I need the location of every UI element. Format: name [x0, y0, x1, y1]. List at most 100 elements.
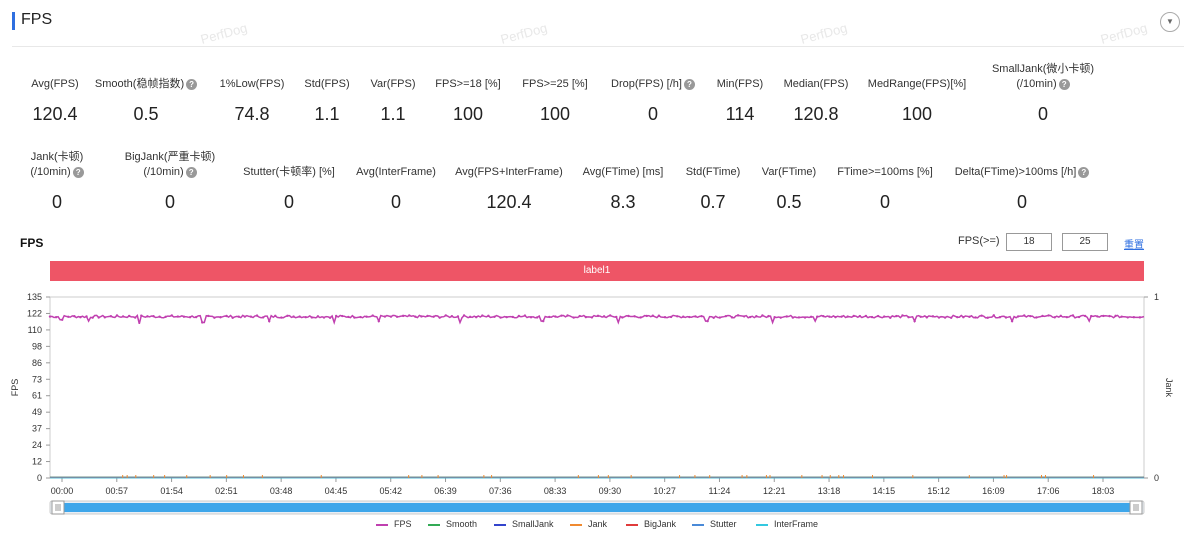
fps-threshold-label: FPS(>=)	[958, 235, 1000, 247]
fps-point	[791, 316, 795, 319]
fps-point	[1023, 314, 1026, 317]
fps-point	[584, 315, 588, 319]
fps-point	[298, 315, 301, 318]
metric-row1-2: 1%Low(FPS) 74.8	[177, 77, 327, 125]
y-tick-label: 122	[27, 308, 42, 318]
x-tick-label: 05:42	[379, 486, 402, 496]
metric-label: FPS>=25 [%]	[522, 78, 588, 90]
fps-point	[773, 315, 776, 319]
fps-point	[158, 315, 161, 318]
legend-swatch	[494, 523, 506, 526]
help-icon[interactable]: ?	[185, 166, 197, 178]
fps-point	[755, 315, 758, 318]
metric-label-unit: (/10min)?	[968, 77, 1118, 92]
fps-point	[706, 319, 709, 323]
fps-point	[517, 314, 521, 318]
fps-point	[901, 314, 904, 317]
metric-value: 0.5	[776, 192, 802, 212]
fps-point	[1059, 314, 1062, 318]
fps-point	[840, 315, 843, 318]
y-tick-label: 73	[32, 374, 42, 384]
reset-link[interactable]: 重置	[1124, 240, 1144, 251]
fps-point	[207, 314, 210, 318]
metric-row1-6: FPS>=25 [%] 100	[480, 77, 630, 125]
legend-item-fps[interactable]: FPS	[376, 519, 412, 529]
legend-item-bigjank[interactable]: BigJank	[626, 519, 676, 529]
fps-point	[353, 316, 356, 319]
fps-point	[243, 315, 247, 318]
metric-row2-9: Delta(FTime)>100ms [/h]? 0	[947, 165, 1097, 213]
fps-point	[347, 315, 350, 319]
fps-point	[1053, 316, 1056, 319]
fps-point	[91, 316, 94, 319]
legend-item-jank[interactable]: Jank	[570, 519, 607, 529]
metric-label: Smooth(稳帧指数)?	[71, 77, 221, 92]
fps-point	[176, 315, 180, 318]
fps-point	[572, 316, 575, 319]
fps-point	[395, 315, 399, 318]
y-tick-label: 37	[32, 424, 42, 434]
fps-point	[255, 314, 259, 317]
legend-swatch	[570, 523, 582, 526]
fps-point	[1035, 316, 1038, 319]
help-icon[interactable]: ?	[683, 78, 695, 90]
fps-point	[1138, 316, 1142, 319]
fps-point	[79, 316, 82, 319]
metric-label: Std(FTime)	[685, 166, 741, 178]
metric-row2-8: FTime>=100ms [%] 0	[810, 165, 960, 213]
fps-point	[889, 316, 892, 319]
fps-point	[164, 315, 167, 318]
fps-point	[316, 315, 320, 318]
x-tick-label: 14:15	[873, 486, 896, 496]
fps-threshold-input-1[interactable]: 18	[1006, 233, 1052, 251]
metric-value: 1.1	[314, 104, 340, 124]
legend-item-interframe[interactable]: InterFrame	[756, 519, 818, 529]
fps-point	[1120, 315, 1123, 318]
fps-threshold-input-2[interactable]: 25	[1062, 233, 1108, 251]
fps-point	[231, 316, 234, 319]
fps-point	[931, 315, 935, 318]
fps-point	[688, 315, 691, 319]
help-icon[interactable]: ?	[72, 166, 84, 178]
metric-row1-7: Drop(FPS) [/h]? 0	[578, 77, 728, 125]
fps-point	[194, 315, 198, 319]
fps-point	[1090, 314, 1093, 318]
fps-point	[852, 314, 855, 318]
fps-point	[292, 315, 295, 318]
legend-item-smalljank[interactable]: SmallJank	[494, 519, 554, 529]
fps-point	[566, 314, 569, 317]
fps-point	[529, 316, 533, 319]
fps-point	[468, 315, 472, 319]
timeline-slider-range[interactable]	[64, 503, 1130, 512]
x-tick-label: 17:06	[1037, 486, 1060, 496]
fps-point	[359, 315, 362, 319]
fps-point	[986, 316, 989, 319]
collapse-chevron-icon[interactable]: ▼	[1160, 12, 1180, 32]
fps-point	[943, 316, 947, 319]
metric-row2-5: Avg(FTime) [ms] 8.3	[548, 165, 698, 213]
help-icon[interactable]: ?	[186, 78, 198, 90]
x-tick-label: 07:36	[489, 486, 512, 496]
metric-label: Avg(InterFrame)	[356, 166, 436, 178]
legend-swatch	[376, 523, 388, 526]
fps-point	[980, 314, 983, 317]
legend-item-smooth[interactable]: Smooth	[428, 519, 477, 529]
fps-point	[286, 314, 289, 317]
metric-value: 0	[1016, 192, 1027, 212]
metric-label: FTime>=100ms [%]	[837, 166, 933, 178]
fps-point	[548, 315, 551, 319]
fps-point	[724, 314, 728, 318]
x-tick-label: 00:00	[51, 486, 74, 496]
fps-point	[432, 315, 435, 318]
fps-point	[462, 314, 466, 317]
help-icon[interactable]: ?	[1078, 166, 1090, 178]
legend-item-stutter[interactable]: Stutter	[692, 519, 737, 529]
metric-row2-6: Std(FTime) 0.7	[638, 165, 788, 213]
fps-point	[846, 315, 849, 318]
help-icon[interactable]: ?	[1058, 78, 1070, 90]
fps-point	[201, 321, 204, 324]
range-label-bar[interactable]: label1	[50, 261, 1144, 281]
fps-point	[895, 314, 898, 318]
fps-point	[858, 314, 862, 318]
